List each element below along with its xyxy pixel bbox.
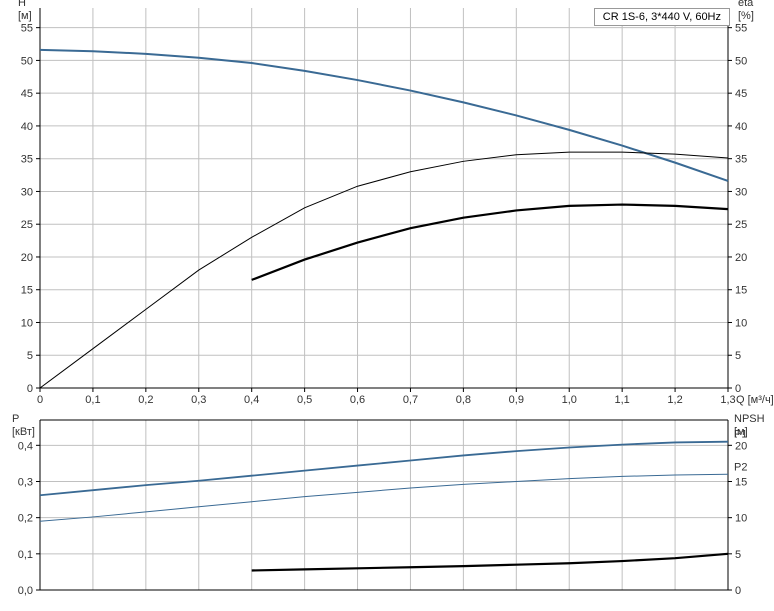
svg-text:0,3: 0,3 bbox=[191, 394, 206, 406]
svg-text:5: 5 bbox=[735, 350, 741, 362]
svg-text:10: 10 bbox=[735, 513, 747, 525]
svg-text:30: 30 bbox=[735, 186, 747, 198]
svg-text:0,6: 0,6 bbox=[350, 394, 365, 406]
svg-text:[кВт]: [кВт] bbox=[12, 426, 35, 438]
chart-title: CR 1S-6, 3*440 V, 60Hz bbox=[603, 11, 721, 23]
svg-text:50: 50 bbox=[735, 55, 747, 67]
svg-text:35: 35 bbox=[735, 154, 747, 166]
svg-text:25: 25 bbox=[21, 219, 33, 231]
svg-text:P: P bbox=[12, 413, 19, 425]
svg-text:0: 0 bbox=[27, 383, 33, 395]
svg-text:50: 50 bbox=[21, 55, 33, 67]
svg-text:20: 20 bbox=[21, 252, 33, 264]
svg-text:15: 15 bbox=[21, 285, 33, 297]
svg-text:25: 25 bbox=[735, 219, 747, 231]
svg-text:0,7: 0,7 bbox=[403, 394, 418, 406]
svg-text:10: 10 bbox=[735, 317, 747, 329]
svg-text:30: 30 bbox=[21, 186, 33, 198]
svg-text:20: 20 bbox=[735, 440, 747, 452]
svg-text:0,1: 0,1 bbox=[18, 549, 33, 561]
svg-text:[м]: [м] bbox=[18, 10, 32, 22]
svg-text:0,2: 0,2 bbox=[138, 394, 153, 406]
svg-text:0,1: 0,1 bbox=[85, 394, 100, 406]
chart-title-box: CR 1S-6, 3*440 V, 60Hz bbox=[594, 8, 730, 26]
svg-text:0,3: 0,3 bbox=[18, 476, 33, 488]
svg-text:eta: eta bbox=[738, 0, 754, 9]
svg-text:0: 0 bbox=[37, 394, 43, 406]
svg-text:P2: P2 bbox=[734, 461, 747, 473]
svg-text:15: 15 bbox=[735, 476, 747, 488]
svg-text:0,5: 0,5 bbox=[297, 394, 312, 406]
svg-text:0,9: 0,9 bbox=[509, 394, 524, 406]
svg-text:0,0: 0,0 bbox=[18, 585, 33, 597]
svg-text:35: 35 bbox=[21, 154, 33, 166]
svg-text:P1: P1 bbox=[734, 429, 747, 441]
svg-text:H: H bbox=[18, 0, 26, 9]
svg-text:15: 15 bbox=[735, 285, 747, 297]
svg-text:1,3: 1,3 bbox=[720, 394, 735, 406]
svg-text:[%]: [%] bbox=[738, 10, 754, 22]
svg-text:55: 55 bbox=[21, 23, 33, 35]
svg-text:10: 10 bbox=[21, 317, 33, 329]
svg-text:0,4: 0,4 bbox=[18, 440, 33, 452]
svg-text:0,2: 0,2 bbox=[18, 513, 33, 525]
svg-text:NPSH: NPSH bbox=[734, 413, 765, 425]
svg-text:1,1: 1,1 bbox=[615, 394, 630, 406]
svg-text:45: 45 bbox=[21, 88, 33, 100]
svg-text:55: 55 bbox=[735, 23, 747, 35]
svg-text:5: 5 bbox=[735, 549, 741, 561]
svg-text:40: 40 bbox=[21, 121, 33, 133]
svg-text:Q [м³/ч]: Q [м³/ч] bbox=[736, 394, 774, 406]
svg-text:0,8: 0,8 bbox=[456, 394, 471, 406]
svg-text:0: 0 bbox=[735, 585, 741, 597]
svg-text:20: 20 bbox=[735, 252, 747, 264]
svg-text:45: 45 bbox=[735, 88, 747, 100]
pump-curve-chart: 0 0,1 0,2 0,3 0,4 0,5 0,6 0,7 0,8 0,9 1,0 1,1 1,2 1,3… bbox=[0, 0, 774, 611]
svg-text:1,2: 1,2 bbox=[667, 394, 682, 406]
svg-text:1,0: 1,0 bbox=[562, 394, 577, 406]
svg-text:40: 40 bbox=[735, 121, 747, 133]
svg-text:0,4: 0,4 bbox=[244, 394, 259, 406]
svg-text:5: 5 bbox=[27, 350, 33, 362]
